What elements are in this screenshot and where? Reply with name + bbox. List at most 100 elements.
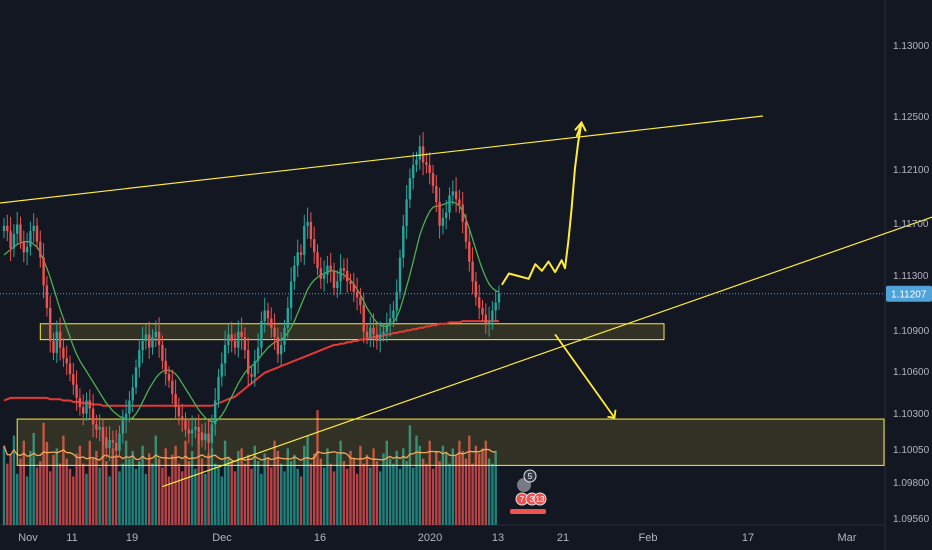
- time-tick-label: 17: [742, 532, 754, 544]
- volume-bar: [25, 476, 29, 525]
- highlight-zones[interactable]: [16, 323, 885, 466]
- volume-bar: [425, 463, 428, 525]
- candle-body: [98, 427, 101, 430]
- event-badge[interactable]: [533, 492, 547, 506]
- volume-bar: [382, 453, 385, 525]
- event-badge-count: 13: [536, 495, 545, 504]
- volume-bar: [336, 453, 339, 525]
- price-tick-label: 1.09560: [893, 514, 930, 525]
- volume-bar: [200, 458, 204, 525]
- candle-body: [362, 305, 365, 332]
- volume-bar: [52, 454, 55, 525]
- candle-body: [6, 225, 9, 232]
- volume-bar: [408, 425, 412, 525]
- volume-bar: [362, 463, 365, 525]
- price-zone-rectangle[interactable]: [39, 323, 665, 341]
- volume-bar: [95, 450, 98, 525]
- candle-body: [105, 437, 108, 449]
- volume-bar: [16, 473, 19, 525]
- candle-body: [448, 195, 451, 213]
- candle-body: [309, 221, 313, 240]
- trend-drawings[interactable]: [0, 115, 932, 488]
- volume-bar: [250, 468, 253, 525]
- volume-bar: [458, 440, 461, 525]
- event-markers[interactable]: 5 7 3 13: [510, 469, 547, 514]
- volume-bar: [379, 471, 382, 525]
- volume-bar: [431, 468, 435, 525]
- volume-bar: [151, 463, 154, 525]
- candle-body: [319, 268, 322, 279]
- bullish-projection-path[interactable]: [501, 121, 583, 286]
- volume-bar: [253, 445, 256, 525]
- volume-bar: [339, 440, 342, 525]
- price-tick-label: 1.10600: [893, 367, 930, 378]
- resistance-trend-line[interactable]: [0, 115, 764, 204]
- candle-body: [194, 427, 197, 430]
- candlestick-series: [2, 132, 501, 463]
- candle-body: [402, 225, 405, 258]
- candle-body: [438, 202, 441, 226]
- candle-body: [118, 433, 121, 451]
- volume-bar: [448, 463, 451, 525]
- candle-body: [174, 393, 177, 408]
- candle-body: [336, 281, 339, 288]
- bearish-arrow-head[interactable]: [607, 409, 617, 419]
- volume-bar: [9, 454, 12, 525]
- volume-bar: [306, 435, 309, 525]
- volume-bar: [72, 476, 75, 525]
- time-tick-label: 19: [126, 532, 138, 544]
- price-axis[interactable]: 1.13000 1.12500 1.12100 1.11700 1.11300 1.109…: [893, 41, 930, 525]
- volume-bar: [319, 458, 322, 525]
- volume-bar: [214, 463, 217, 525]
- candle-body: [355, 292, 359, 298]
- candle-body: [260, 321, 263, 348]
- volume-bar: [144, 473, 148, 525]
- candle-body: [111, 440, 115, 443]
- candle-body: [461, 204, 464, 222]
- candle-body: [223, 344, 227, 364]
- event-badge[interactable]: [523, 469, 537, 483]
- volume-bar: [197, 433, 200, 525]
- bullish-arrow-head[interactable]: [574, 120, 587, 132]
- bearish-arrow-line[interactable]: [554, 333, 616, 419]
- volume-bar: [481, 448, 484, 525]
- price-tick-label: 1.13000: [893, 41, 930, 52]
- volume-bar: [342, 461, 346, 525]
- candle-body: [197, 427, 200, 433]
- candle-body: [425, 162, 428, 165]
- candle-body: [62, 347, 65, 359]
- volume-bar: [108, 476, 111, 525]
- volume-bar: [62, 435, 65, 525]
- time-tick-label: 21: [557, 532, 569, 544]
- candle-body: [128, 400, 131, 414]
- support-trend-line[interactable]: [162, 195, 932, 488]
- volume-bar: [385, 440, 388, 525]
- volume-bar: [247, 454, 250, 525]
- candle-body: [326, 265, 329, 275]
- candle-body: [289, 281, 293, 308]
- candle-body: [91, 408, 95, 425]
- event-badge-count: 3: [530, 495, 535, 504]
- candle-body: [405, 199, 408, 226]
- volume-bar: [227, 458, 230, 525]
- volume-bar: [313, 453, 316, 525]
- candle-body: [247, 350, 250, 374]
- price-tick-label: 1.11300: [893, 271, 929, 282]
- candle-body: [392, 310, 395, 319]
- volume-bar: [359, 445, 362, 525]
- volume-bar: [461, 450, 464, 525]
- volume-bar: [148, 453, 151, 525]
- volume-bar: [2, 445, 6, 525]
- candle-body: [428, 164, 431, 173]
- candle-body: [233, 341, 237, 348]
- candle-body: [349, 281, 352, 284]
- volume-bar: [141, 445, 144, 525]
- time-axis[interactable]: Nov 11 19 Dec 16 2020 13 21 Feb 17 Mar: [18, 532, 857, 544]
- volume-bar: [276, 450, 280, 525]
- candle-body: [101, 427, 105, 438]
- candle-body: [16, 224, 19, 234]
- volume-bar: [487, 458, 491, 525]
- price-zone-rectangle[interactable]: [16, 418, 885, 466]
- price-tick-label: 1.12100: [893, 165, 930, 176]
